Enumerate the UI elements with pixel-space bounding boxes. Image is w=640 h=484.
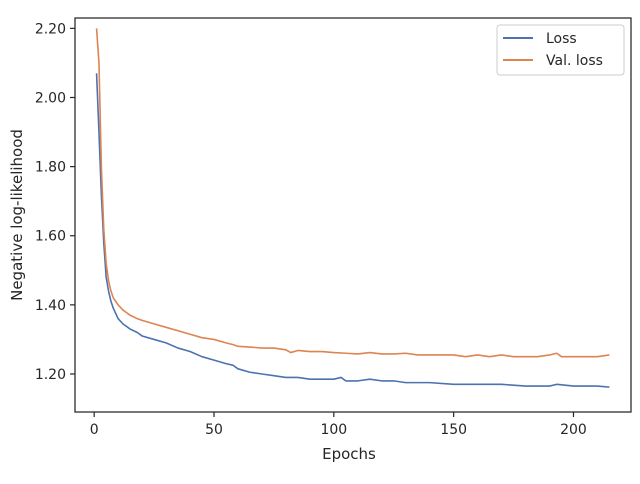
- y-axis-label: Negative log-likelihood: [8, 129, 26, 301]
- legend: Loss Val. loss: [496, 24, 625, 76]
- legend-label-val-loss: Val. loss: [546, 53, 603, 69]
- y-tick-label: 1.20: [35, 367, 66, 383]
- series-line-val-loss: [95, 28, 610, 358]
- y-tick-label: 2.00: [35, 90, 66, 106]
- x-axis-ticks: 0 50 100 150 200: [90, 412, 587, 438]
- series-line-loss: [95, 73, 610, 388]
- y-tick-label: 1.40: [35, 298, 66, 314]
- y-tick-label: 1.80: [35, 160, 66, 176]
- x-tick-label: 100: [320, 422, 347, 438]
- x-tick-label: 200: [560, 422, 587, 438]
- legend-label-loss: Loss: [546, 31, 577, 47]
- y-tick-label: 1.60: [35, 229, 66, 245]
- x-tick-label: 50: [205, 422, 223, 438]
- series-lines: [95, 28, 610, 388]
- x-tick-label: 150: [440, 422, 467, 438]
- y-axis-ticks: 1.20 1.40 1.60 1.80 2.00 2.20: [35, 21, 75, 383]
- plot-frame: [74, 17, 632, 413]
- x-tick-label: 0: [90, 422, 99, 438]
- y-tick-label: 2.20: [35, 21, 66, 37]
- x-axis-label: Epochs: [322, 445, 376, 463]
